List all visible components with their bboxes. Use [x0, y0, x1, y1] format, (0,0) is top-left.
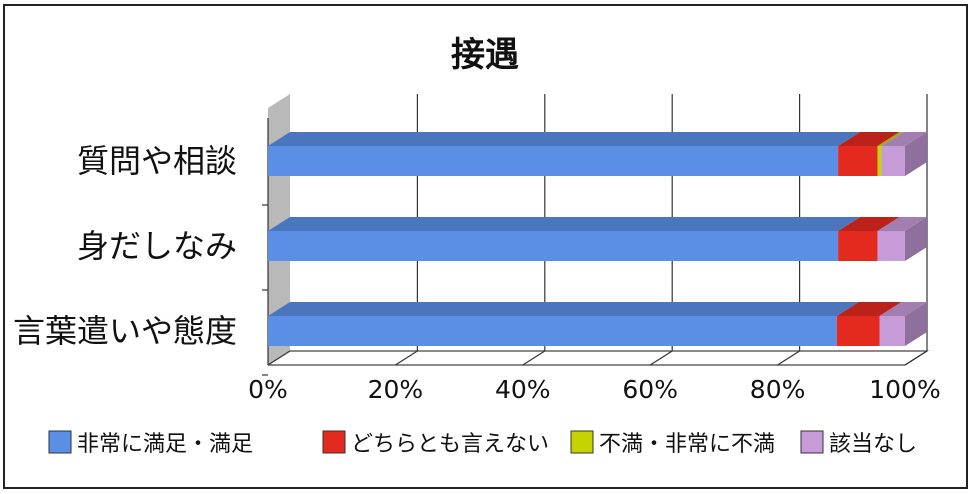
- category-label: 身だしなみ: [77, 227, 237, 265]
- chart-title: 接遇: [451, 35, 519, 75]
- x-tick-label: 100%: [869, 375, 940, 404]
- bar-end-cap: [905, 302, 927, 346]
- bar-segment: [268, 231, 839, 261]
- bar-segment: [838, 146, 878, 176]
- bar-segment-top: [836, 302, 902, 316]
- legend: 非常に満足・満足 どちらとも言えない 不満・非常に不満 該当なし: [48, 430, 917, 457]
- floor-gridline: [522, 350, 546, 366]
- floor-gridline: [395, 350, 418, 366]
- legend-label: どちらとも言えない: [351, 432, 549, 457]
- floor-gridline: [904, 350, 928, 366]
- bar-segment: [879, 316, 905, 346]
- bar-segment-top: [838, 217, 900, 231]
- bar-segment-top: [877, 217, 927, 231]
- bar-segment: [268, 146, 839, 176]
- bar-segment-top: [268, 302, 859, 316]
- x-tick-labels: 0% 20% 40% 60% 80% 100%: [248, 375, 941, 404]
- x-tick-label: 20%: [368, 375, 424, 404]
- legend-label: 該当なし: [829, 432, 917, 457]
- bar-segment-top: [838, 132, 900, 146]
- bar-segment: [268, 316, 837, 346]
- legend-swatch: [322, 430, 346, 454]
- bar-segment-top: [881, 132, 927, 146]
- bar-segment-top: [268, 132, 861, 146]
- category-label: 質問や相談: [77, 142, 237, 180]
- bar-segment: [881, 146, 905, 176]
- bar-segment-top: [879, 302, 927, 316]
- x-tick-label: 80%: [750, 375, 806, 404]
- bar-segment-top: [877, 132, 904, 146]
- bar-segment-top: [268, 217, 861, 231]
- bars: [262, 132, 927, 376]
- bar-end-cap: [905, 132, 927, 176]
- floor-gridline: [649, 350, 673, 366]
- category-label: 言葉遣いや態度: [13, 312, 237, 350]
- bar-segment: [838, 231, 878, 261]
- legend-swatch: [800, 430, 824, 454]
- x-tick-label: 60%: [622, 375, 678, 404]
- bar-segment: [877, 231, 905, 261]
- x-tick-label: 0%: [248, 375, 288, 404]
- floor-gridline: [267, 350, 291, 366]
- bar-segment: [836, 316, 880, 346]
- x-tick-label: 40%: [495, 375, 551, 404]
- legend-swatch: [48, 430, 72, 454]
- bar-segment: [877, 146, 882, 176]
- legend-swatch: [570, 430, 594, 454]
- legend-label: 非常に満足・満足: [77, 432, 253, 457]
- chart-frame: 0% 20% 40% 60% 80% 100% 質問や相談 身だしなみ 言葉遣いや態度 接遇 …: [3, 4, 968, 489]
- floor-edge: [268, 350, 930, 366]
- floor-gridline: [777, 350, 800, 366]
- bar-end-cap: [905, 217, 927, 261]
- legend-label: 不満・非常に不満: [599, 432, 775, 457]
